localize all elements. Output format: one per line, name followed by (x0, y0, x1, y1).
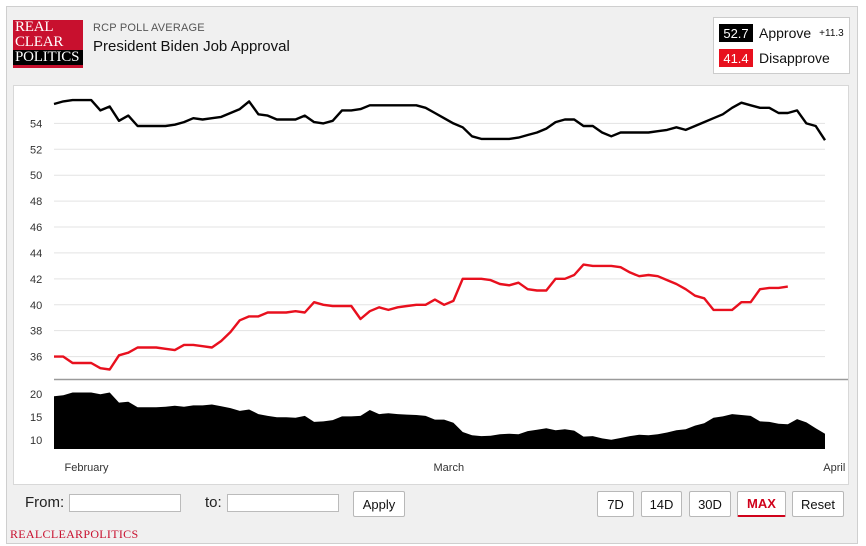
chart-title: President Biden Job Approval (93, 38, 290, 55)
legend-approve-label: Approve (759, 25, 812, 41)
x-tick-label: April (823, 462, 845, 474)
y-tick-label: 44 (30, 248, 42, 260)
apply-button[interactable]: Apply (353, 491, 405, 517)
logo-line-real: REAL (15, 20, 54, 35)
legend-approve-spread: +11.3 (819, 27, 844, 39)
y-tick-label: 40 (30, 300, 42, 312)
x-tick-label: February (64, 462, 109, 474)
to-date-input[interactable] (227, 494, 339, 512)
legend: 52.7 Approve +11.3 41.4 Disapprove (713, 17, 850, 74)
range-30d-button[interactable]: 30D (689, 491, 731, 517)
range-7d-button[interactable]: 7D (597, 491, 634, 517)
legend-disapprove: 41.4 Disapprove (719, 48, 830, 68)
plot-area: 36 38 40 42 44 46 48 50 52 54 10 15 20 February March A… (13, 85, 849, 485)
y-tick-label: 46 (30, 222, 42, 234)
spread-tick-label: 10 (30, 435, 42, 447)
rcp-logo: REAL CLEAR POLITICS (13, 20, 83, 68)
reset-button[interactable]: Reset (792, 491, 844, 517)
y-tick-label: 54 (30, 118, 42, 130)
y-tick-label: 36 (30, 352, 42, 364)
spread-tick-label: 15 (30, 412, 42, 424)
footer-brand: REALCLEARPOLITICS (10, 527, 139, 541)
y-tick-label: 48 (30, 196, 42, 208)
to-label: to: (205, 494, 222, 511)
spread-area (54, 392, 825, 449)
y-tick-label: 52 (30, 144, 42, 156)
y-tick-label: 38 (30, 326, 42, 338)
logo-line-politics: POLITICS (13, 50, 83, 65)
logo-line-clear: CLEAR (15, 33, 64, 50)
y-tick-label: 50 (30, 170, 42, 182)
series-line-approve (53, 98, 827, 141)
chart-subtitle: RCP POLL AVERAGE (93, 22, 205, 34)
legend-disapprove-value: 41.4 (719, 49, 753, 67)
y-tick-label: 42 (30, 274, 42, 286)
series-line-disapprove (54, 263, 788, 371)
legend-approve: 52.7 Approve +11.3 (719, 23, 844, 43)
from-date-input[interactable] (69, 494, 181, 512)
from-label: From: (25, 494, 65, 511)
range-14d-button[interactable]: 14D (641, 491, 682, 517)
legend-approve-value: 52.7 (719, 24, 753, 42)
legend-disapprove-label: Disapprove (759, 50, 830, 66)
range-max-button[interactable]: MAX (737, 491, 786, 517)
x-tick-label: March (434, 462, 465, 474)
spread-tick-label: 20 (30, 389, 42, 401)
chart-svg: 36 38 40 42 44 46 48 50 52 54 10 15 20 February March A… (30, 98, 848, 474)
